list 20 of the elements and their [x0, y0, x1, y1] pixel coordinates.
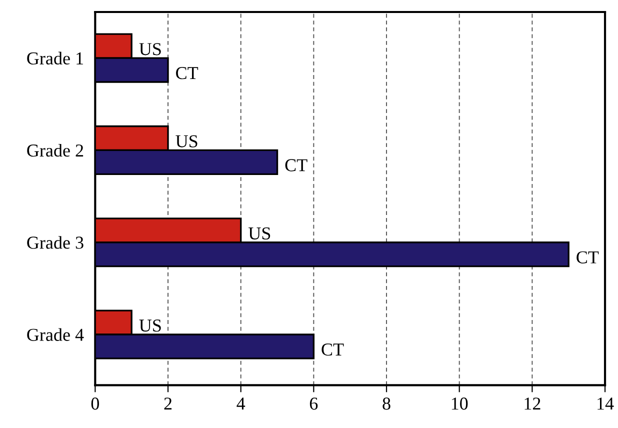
y-tick-label: Grade 2	[27, 144, 84, 157]
series-label: CT	[576, 251, 599, 264]
text: US	[248, 227, 270, 240]
x-tick-label: 4	[236, 398, 246, 410]
x-tick-label: 0	[91, 398, 99, 410]
y-tick-label: Grade 1	[27, 52, 83, 64]
x-tick-label: 2	[164, 398, 172, 410]
text: US	[139, 320, 161, 332]
x-tick-label: 6	[310, 398, 318, 410]
x-tick-label: 8	[382, 398, 390, 410]
series-label: US	[139, 43, 161, 56]
x-tick-label: 14	[598, 398, 614, 410]
y-tick-label: Grade 3	[27, 236, 84, 249]
text: CT	[322, 343, 344, 356]
text: US	[176, 135, 198, 148]
x-tick-label: 10	[452, 398, 468, 410]
text: CT	[285, 159, 308, 172]
y-tick-label: Grade 4	[27, 328, 84, 341]
x-tick-label: 12	[524, 398, 540, 410]
text: CT	[176, 67, 198, 80]
